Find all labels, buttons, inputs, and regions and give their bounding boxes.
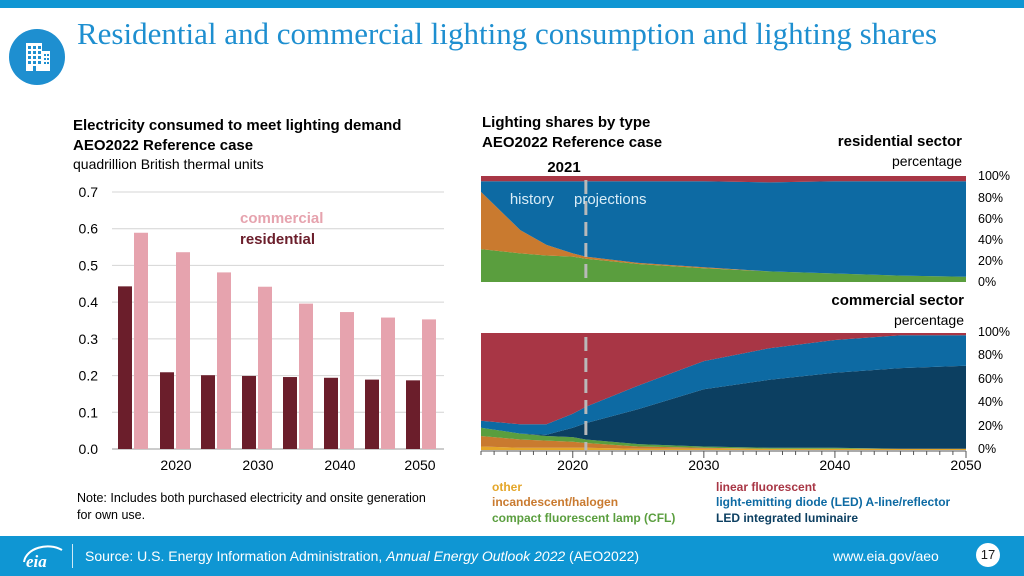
area-compact-fluorescent-lamp-cfl- bbox=[481, 249, 966, 282]
x-tick-label: 2040 bbox=[819, 457, 850, 473]
pct-tick-label: 20% bbox=[978, 254, 1003, 268]
bar-commercial-2025 bbox=[217, 272, 231, 449]
y-tick-label: 0.1 bbox=[79, 404, 99, 420]
charts-canvas: 0.0 0.1 0.2 0.3 0.4 0.5 0.6 0.7 2020 2030 2040 2050… bbox=[79, 159, 1010, 525]
year-marker: 2021 bbox=[547, 159, 580, 176]
y-tick-label: 0.3 bbox=[79, 331, 99, 347]
x-tick-label: 2030 bbox=[242, 457, 273, 473]
pct-tick-label: 80% bbox=[978, 191, 1003, 205]
note-text: Note: Includes both purchased electricit… bbox=[77, 491, 426, 522]
bar-commercial-2050 bbox=[422, 319, 436, 449]
right-chart-title: Lighting shares by type bbox=[482, 114, 651, 131]
x-tick-label: 2020 bbox=[160, 457, 191, 473]
bar-commercial-2040 bbox=[340, 312, 354, 449]
area-light-emitting-diode-led-a-line-reflector bbox=[481, 181, 966, 277]
legend-commercial: commercial bbox=[240, 210, 323, 227]
eia-logo-icon[interactable]: eia bbox=[18, 540, 66, 572]
commercial-sector-title: commercial sector bbox=[831, 292, 964, 309]
y-tick-label: 0.2 bbox=[79, 368, 99, 384]
legend-item: linear fluorescent bbox=[716, 480, 816, 494]
area-compact-fluorescent-lamp-cfl- bbox=[481, 427, 966, 449]
area-led-integrated-luminaire bbox=[481, 365, 966, 449]
bar-commercial-2035 bbox=[299, 303, 313, 449]
building-icon bbox=[9, 29, 65, 85]
history-label: history bbox=[510, 191, 555, 208]
left-chart-title: Electricity consumed to meet lighting de… bbox=[73, 117, 402, 134]
source-text: Source: U.S. Energy Information Administ… bbox=[85, 548, 639, 564]
pct-tick-label: 100% bbox=[978, 325, 1010, 339]
eia-url-link[interactable]: www.eia.gov/aeo bbox=[833, 548, 939, 564]
page-title: Residential and commercial lighting cons… bbox=[77, 16, 938, 51]
bar-residential-2035 bbox=[283, 377, 297, 449]
y-tick-label: 0.6 bbox=[79, 221, 99, 237]
source-title: Annual Energy Outlook 2022 bbox=[386, 548, 566, 564]
legend-item: incandescent/halogen bbox=[492, 495, 618, 509]
x-tick-label: 2050 bbox=[950, 457, 981, 473]
bar-residential-2020 bbox=[160, 372, 174, 449]
area-linear-fluorescent bbox=[481, 333, 966, 425]
legend-item: light-emitting diode (LED) A-line/reflec… bbox=[716, 495, 951, 509]
pct-tick-label: 0% bbox=[978, 275, 996, 289]
x-tick-label: 2020 bbox=[557, 457, 588, 473]
x-tick-label: 2030 bbox=[688, 457, 719, 473]
legend-item: LED integrated luminaire bbox=[716, 511, 858, 525]
footer-bar: eia Source: U.S. Energy Information Admi… bbox=[0, 536, 1024, 576]
legend-item: other bbox=[492, 480, 522, 494]
svg-text:eia: eia bbox=[26, 552, 47, 571]
legend-residential: residential bbox=[240, 231, 315, 248]
top-accent-bar bbox=[0, 0, 1024, 8]
y-tick-label: 0.4 bbox=[79, 294, 99, 310]
bar-residential-2050 bbox=[406, 380, 420, 449]
bar-residential-2040 bbox=[324, 377, 338, 449]
bar-chart: 0.0 0.1 0.2 0.3 0.4 0.5 0.6 0.7 2020 2030 2040 2050… bbox=[79, 184, 444, 473]
source-suffix: (AEO2022) bbox=[565, 548, 640, 564]
bar-residential-2030 bbox=[242, 375, 256, 449]
bar-commercial-2020 bbox=[176, 252, 190, 449]
pct-tick-label: 60% bbox=[978, 212, 1003, 226]
bar-commercial-2030 bbox=[258, 286, 272, 449]
area-other bbox=[481, 446, 966, 450]
residential-area-chart: 0% 20% 40% 60% 80% 100% 2021 history projections bbox=[481, 159, 1010, 289]
pct-tick-label: 40% bbox=[978, 233, 1003, 247]
pct-tick-label: 0% bbox=[978, 442, 996, 456]
area-light-emitting-diode-led-a-line-reflector bbox=[481, 335, 966, 435]
pct-tick-label: 40% bbox=[978, 395, 1003, 409]
area-incandescent-halogen bbox=[481, 436, 966, 449]
pct-tick-label: 60% bbox=[978, 372, 1003, 386]
bar-residential-2045 bbox=[365, 379, 379, 449]
bar-residential-2019 bbox=[118, 286, 132, 449]
residential-sector-title: residential sector bbox=[837, 133, 962, 150]
bar-commercial-2045 bbox=[381, 317, 395, 449]
pct-tick-label: 100% bbox=[978, 169, 1010, 183]
commercial-sector-unit: percentage bbox=[893, 312, 964, 328]
residential-sector-unit: percentage bbox=[891, 153, 962, 169]
y-tick-label: 0.0 bbox=[79, 441, 99, 457]
footer-separator bbox=[72, 544, 73, 568]
commercial-area-chart: 0% 20% 40% 60% 80% 100% 2020 2030 2040 2050 bbox=[480, 325, 1010, 473]
x-tick-label: 2050 bbox=[404, 457, 435, 473]
pct-tick-label: 80% bbox=[978, 348, 1003, 362]
pct-tick-label: 20% bbox=[978, 419, 1003, 433]
page-number: 17 bbox=[976, 543, 1000, 567]
projections-label: projections bbox=[574, 191, 647, 208]
bar-commercial-2019 bbox=[134, 232, 148, 449]
y-tick-label: 0.5 bbox=[79, 257, 99, 273]
y-tick-label: 0.7 bbox=[79, 184, 99, 200]
bar-residential-2025 bbox=[201, 375, 215, 449]
left-chart-units: quadrillion British thermal units bbox=[73, 156, 264, 172]
area-linear-fluorescent bbox=[481, 176, 966, 183]
right-chart-subtitle: AEO2022 Reference case bbox=[482, 134, 663, 151]
legend-item: compact fluorescent lamp (CFL) bbox=[492, 511, 675, 525]
left-chart-subtitle: AEO2022 Reference case bbox=[73, 137, 254, 154]
x-tick-label: 2040 bbox=[324, 457, 355, 473]
source-prefix: Source: U.S. Energy Information Administ… bbox=[85, 548, 387, 564]
